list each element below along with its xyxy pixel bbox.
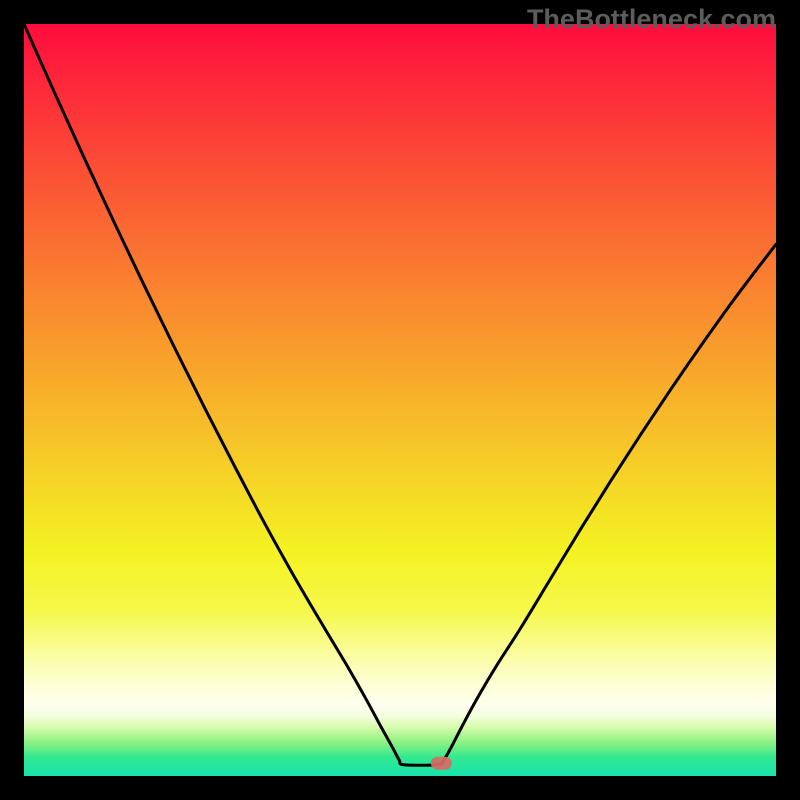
chart-container: TheBottleneck.com [0, 0, 800, 800]
watermark-text: TheBottleneck.com [527, 4, 776, 35]
gradient-background [24, 24, 776, 776]
plot-area [24, 24, 776, 776]
